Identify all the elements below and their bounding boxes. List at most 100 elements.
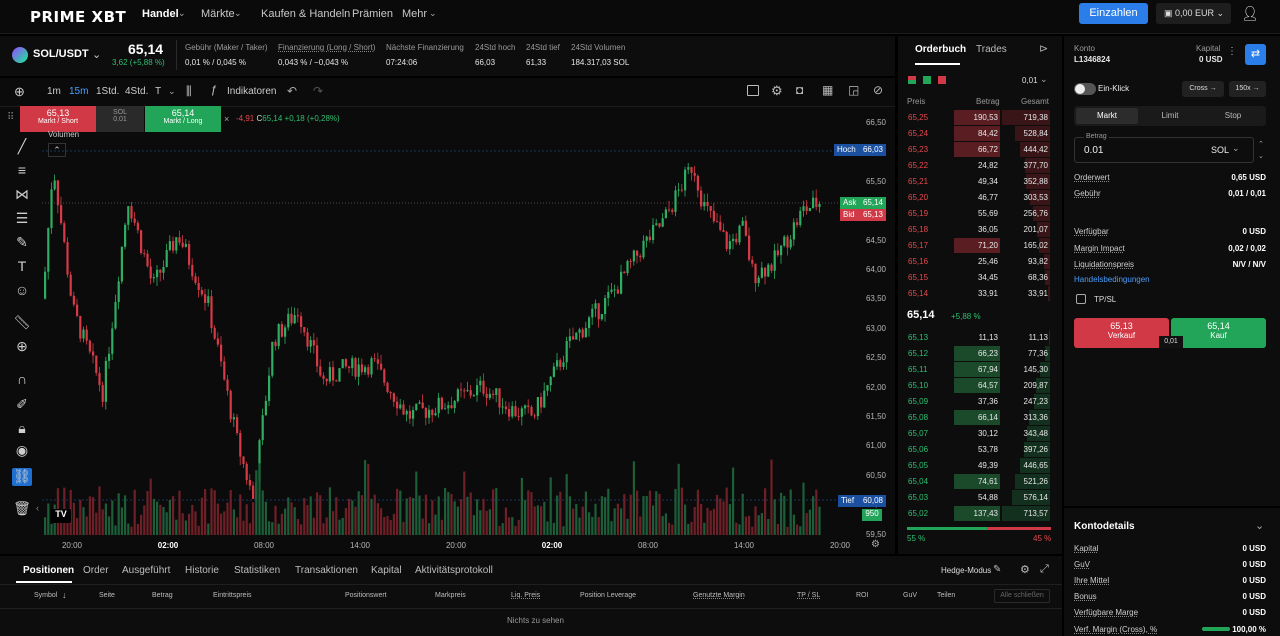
tab-orderbook[interactable]: Orderbuch	[915, 44, 967, 55]
view-both-icon[interactable]	[908, 76, 916, 84]
close-icon[interactable]: ×	[224, 114, 230, 124]
trade-terms-link[interactable]: Handelsbedingungen	[1074, 275, 1150, 284]
quick-buy-button[interactable]: 65,14 Markt / Long	[145, 106, 221, 132]
channel-tool-icon[interactable]: ≡	[17, 162, 27, 178]
edit-icon[interactable]: ✎	[993, 564, 1002, 575]
eye-icon[interactable]: ◉	[15, 442, 29, 458]
settings-icon[interactable]: ⚙	[771, 83, 783, 98]
view-asks-icon[interactable]	[938, 76, 946, 84]
bid-row[interactable]: 65,08 66,14 313,36	[900, 410, 1060, 425]
view-bids-icon[interactable]	[923, 76, 931, 84]
bid-row[interactable]: 65,10 64,57 209,87	[900, 378, 1060, 393]
more-icon[interactable]: ⋮	[1227, 46, 1237, 57]
tab-executed[interactable]: Ausgeführt	[122, 565, 171, 576]
bid-row[interactable]: 65,04 74,61 521,26	[900, 474, 1060, 489]
drag-handle-icon[interactable]: ⠿	[7, 112, 15, 123]
fib-tool-icon[interactable]: ☰	[15, 210, 29, 226]
column-header[interactable]: Seite	[99, 592, 115, 599]
order-type-market[interactable]: Markt	[1076, 108, 1138, 124]
amount-field[interactable]	[1074, 137, 1254, 163]
chevron-down-icon[interactable]: ⌄	[1232, 143, 1240, 153]
ask-row[interactable]: 65,24 84,42 528,84	[900, 126, 1060, 141]
column-header[interactable]: Eintrittspreis	[213, 592, 252, 599]
zoom-tool-icon[interactable]: ⊕	[16, 338, 28, 354]
alert-icon[interactable]: ◲	[848, 83, 860, 97]
column-header[interactable]: Positionswert	[345, 592, 387, 599]
bid-row[interactable]: 65,11 67,94 145,30	[900, 362, 1060, 377]
bid-row[interactable]: 65,09 37,36 247,23	[900, 394, 1060, 409]
indicators-icon[interactable]: ƒ	[211, 84, 218, 96]
bid-row[interactable]: 65,12 66,23 77,36	[900, 346, 1060, 361]
bid-row[interactable]: 65,07 30,12 343,48	[900, 426, 1060, 441]
ask-row[interactable]: 65,17 71,20 165,02	[900, 238, 1060, 253]
pattern-tool-icon[interactable]: ⋈	[15, 186, 29, 202]
nav-mehr[interactable]: Mehr	[402, 8, 428, 20]
bid-row[interactable]: 65,03 54,88 576,14	[900, 490, 1060, 505]
interval-1m[interactable]: 1m	[47, 86, 61, 97]
quick-amount[interactable]: SOL 0.01	[96, 106, 144, 132]
leverage-button[interactable]: 150x →	[1229, 81, 1266, 97]
one-click-toggle[interactable]	[1074, 83, 1096, 95]
column-header[interactable]: Liq. Preis	[511, 592, 541, 599]
sort-desc-icon[interactable]: ↓	[62, 590, 67, 600]
ask-row[interactable]: 65,14 33,91 33,91	[900, 286, 1060, 301]
close-all-button[interactable]: Alle schließen	[994, 589, 1050, 603]
column-header[interactable]: ROI	[856, 592, 869, 599]
camera-icon[interactable]: ◘	[796, 83, 804, 97]
logo[interactable]: PRIME XBT	[30, 8, 127, 26]
candles-icon[interactable]: ⫼	[186, 84, 192, 98]
ask-row[interactable]: 65,15 34,45 68,36	[900, 270, 1060, 285]
transfer-icon[interactable]: ⇄	[1245, 44, 1266, 65]
tab-capital[interactable]: Kapital	[371, 565, 402, 576]
candlestick-chart[interactable]	[42, 110, 860, 540]
line-tool-icon[interactable]: ╱	[17, 138, 27, 154]
trash-icon[interactable]: 🗑︎	[13, 500, 31, 516]
increment-icon[interactable]: ⌃	[1258, 141, 1264, 148]
eraser-icon[interactable]: ✐	[16, 396, 28, 412]
emoji-tool-icon[interactable]: ☺	[14, 282, 30, 298]
tab-activity-log[interactable]: Aktivitätsprotokoll	[415, 565, 493, 576]
collapse-volume-button[interactable]: ⌃	[48, 143, 66, 157]
chevron-down-icon[interactable]: ⌄	[1255, 520, 1265, 532]
ask-row[interactable]: 65,25 190,53 719,38	[900, 110, 1060, 125]
tab-transactions[interactable]: Transaktionen	[295, 565, 358, 576]
magnet-icon[interactable]: ∩	[16, 371, 28, 387]
column-header[interactable]: Genutzte Margin	[693, 592, 745, 599]
nav-handel[interactable]: Handel	[142, 8, 179, 20]
column-header[interactable]: GuV	[903, 592, 918, 599]
ask-row[interactable]: 65,18 36,05 201,07	[900, 222, 1060, 237]
quick-sell-button[interactable]: 65,13 Markt / Short	[20, 106, 96, 132]
chevron-down-icon[interactable]: ⌄	[1040, 74, 1048, 84]
margin-mode-button[interactable]: Cross →	[1182, 81, 1224, 97]
tab-positions[interactable]: Positionen	[23, 565, 75, 576]
interval-15m[interactable]: 15m	[69, 86, 89, 97]
precision-select[interactable]: 0,01	[1022, 76, 1038, 85]
order-type-limit[interactable]: Limit	[1161, 111, 1179, 120]
expand-icon[interactable]: ⤢	[1040, 563, 1049, 575]
sell-button[interactable]: 65,13 Verkauf	[1074, 318, 1169, 348]
tab-statistics[interactable]: Statistiken	[234, 565, 281, 576]
nav-kaufen[interactable]: Kaufen & Handeln	[261, 8, 351, 20]
ask-row[interactable]: 65,20 46,77 303,53	[900, 190, 1060, 205]
chevron-down-icon[interactable]: ⌄	[92, 49, 102, 61]
brush-tool-icon[interactable]: ✎	[16, 234, 28, 250]
column-header[interactable]: Position Leverage	[580, 592, 637, 599]
column-header[interactable]: Markpreis	[435, 592, 466, 599]
add-icon[interactable]: ⊕	[14, 84, 25, 99]
ask-row[interactable]: 65,21 49,34 352,88	[900, 174, 1060, 189]
ruler-tool-icon[interactable]: 📏︎	[13, 314, 31, 330]
amount-input[interactable]: 0.01	[1084, 145, 1104, 156]
buy-button[interactable]: 65,14 Kauf	[1171, 318, 1266, 348]
unit-select[interactable]: SOL	[1211, 145, 1230, 155]
bid-row[interactable]: 65,05 49,39 446,65	[900, 458, 1060, 473]
settings-icon[interactable]: ⚙	[1020, 564, 1030, 576]
nav-maerkte[interactable]: Märkte	[201, 8, 235, 20]
text-tool-icon[interactable]: T	[17, 258, 27, 274]
lock-icon[interactable]: 🔒︎	[18, 420, 26, 436]
symbol-selector[interactable]: SOL/USDT	[33, 48, 89, 60]
interval-day[interactable]: T	[155, 86, 162, 97]
column-header[interactable]: Teilen	[937, 592, 956, 599]
column-header[interactable]: TP / SL	[797, 592, 821, 599]
ask-row[interactable]: 65,22 24,82 377,70	[900, 158, 1060, 173]
ask-row[interactable]: 65,19 55,69 256,76	[900, 206, 1060, 221]
